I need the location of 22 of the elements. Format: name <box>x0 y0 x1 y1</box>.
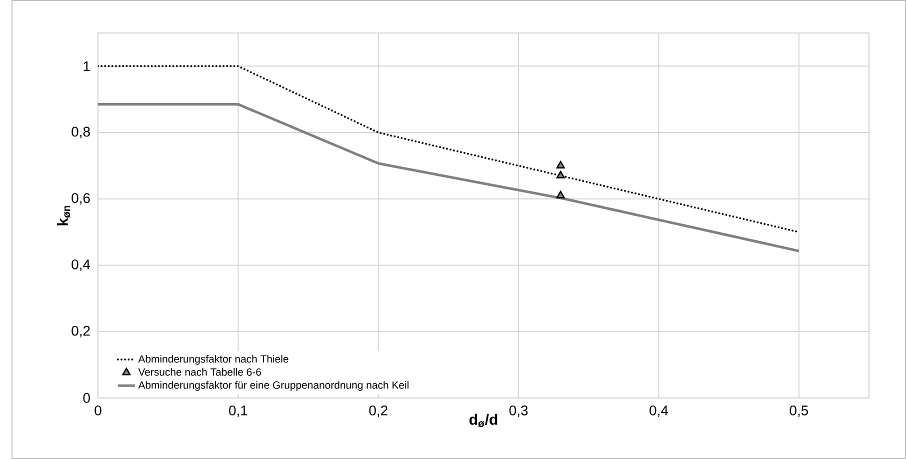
point <box>556 190 565 198</box>
x-tick-label: 0,1 <box>229 406 248 418</box>
point <box>556 160 565 168</box>
x-tick-label: 0,4 <box>650 406 668 418</box>
line-series <box>98 103 800 252</box>
y-tick-label: 1 <box>84 61 90 71</box>
legend-label: Versuche nach Tabelle 6-6 <box>138 368 262 376</box>
legend-label: Abminderungsfaktor für eine Gruppenanordnung nach Keil <box>138 381 408 391</box>
x-tick-label: 0,5 <box>790 406 808 418</box>
y-tick-label: 0,6 <box>72 193 90 205</box>
y-tick-label: 0,8 <box>72 126 90 138</box>
legend-label: Abminderungsfaktor nach Thiele <box>138 354 288 365</box>
x-axis-title: d$_{ø}$/d <box>469 414 498 428</box>
y-tick-label: 0 <box>83 393 90 403</box>
y-axis-title: k$_{øn}$ <box>56 206 70 226</box>
y-tick-label: 0,2 <box>72 326 90 338</box>
y-tick-label: 0,4 <box>72 260 90 272</box>
x-tick-label: 0,3 <box>509 406 528 418</box>
x-tick-label: 0 <box>94 406 102 416</box>
point <box>556 170 565 178</box>
line-series <box>98 65 800 234</box>
x-tick-label: 0,2 <box>369 406 388 418</box>
